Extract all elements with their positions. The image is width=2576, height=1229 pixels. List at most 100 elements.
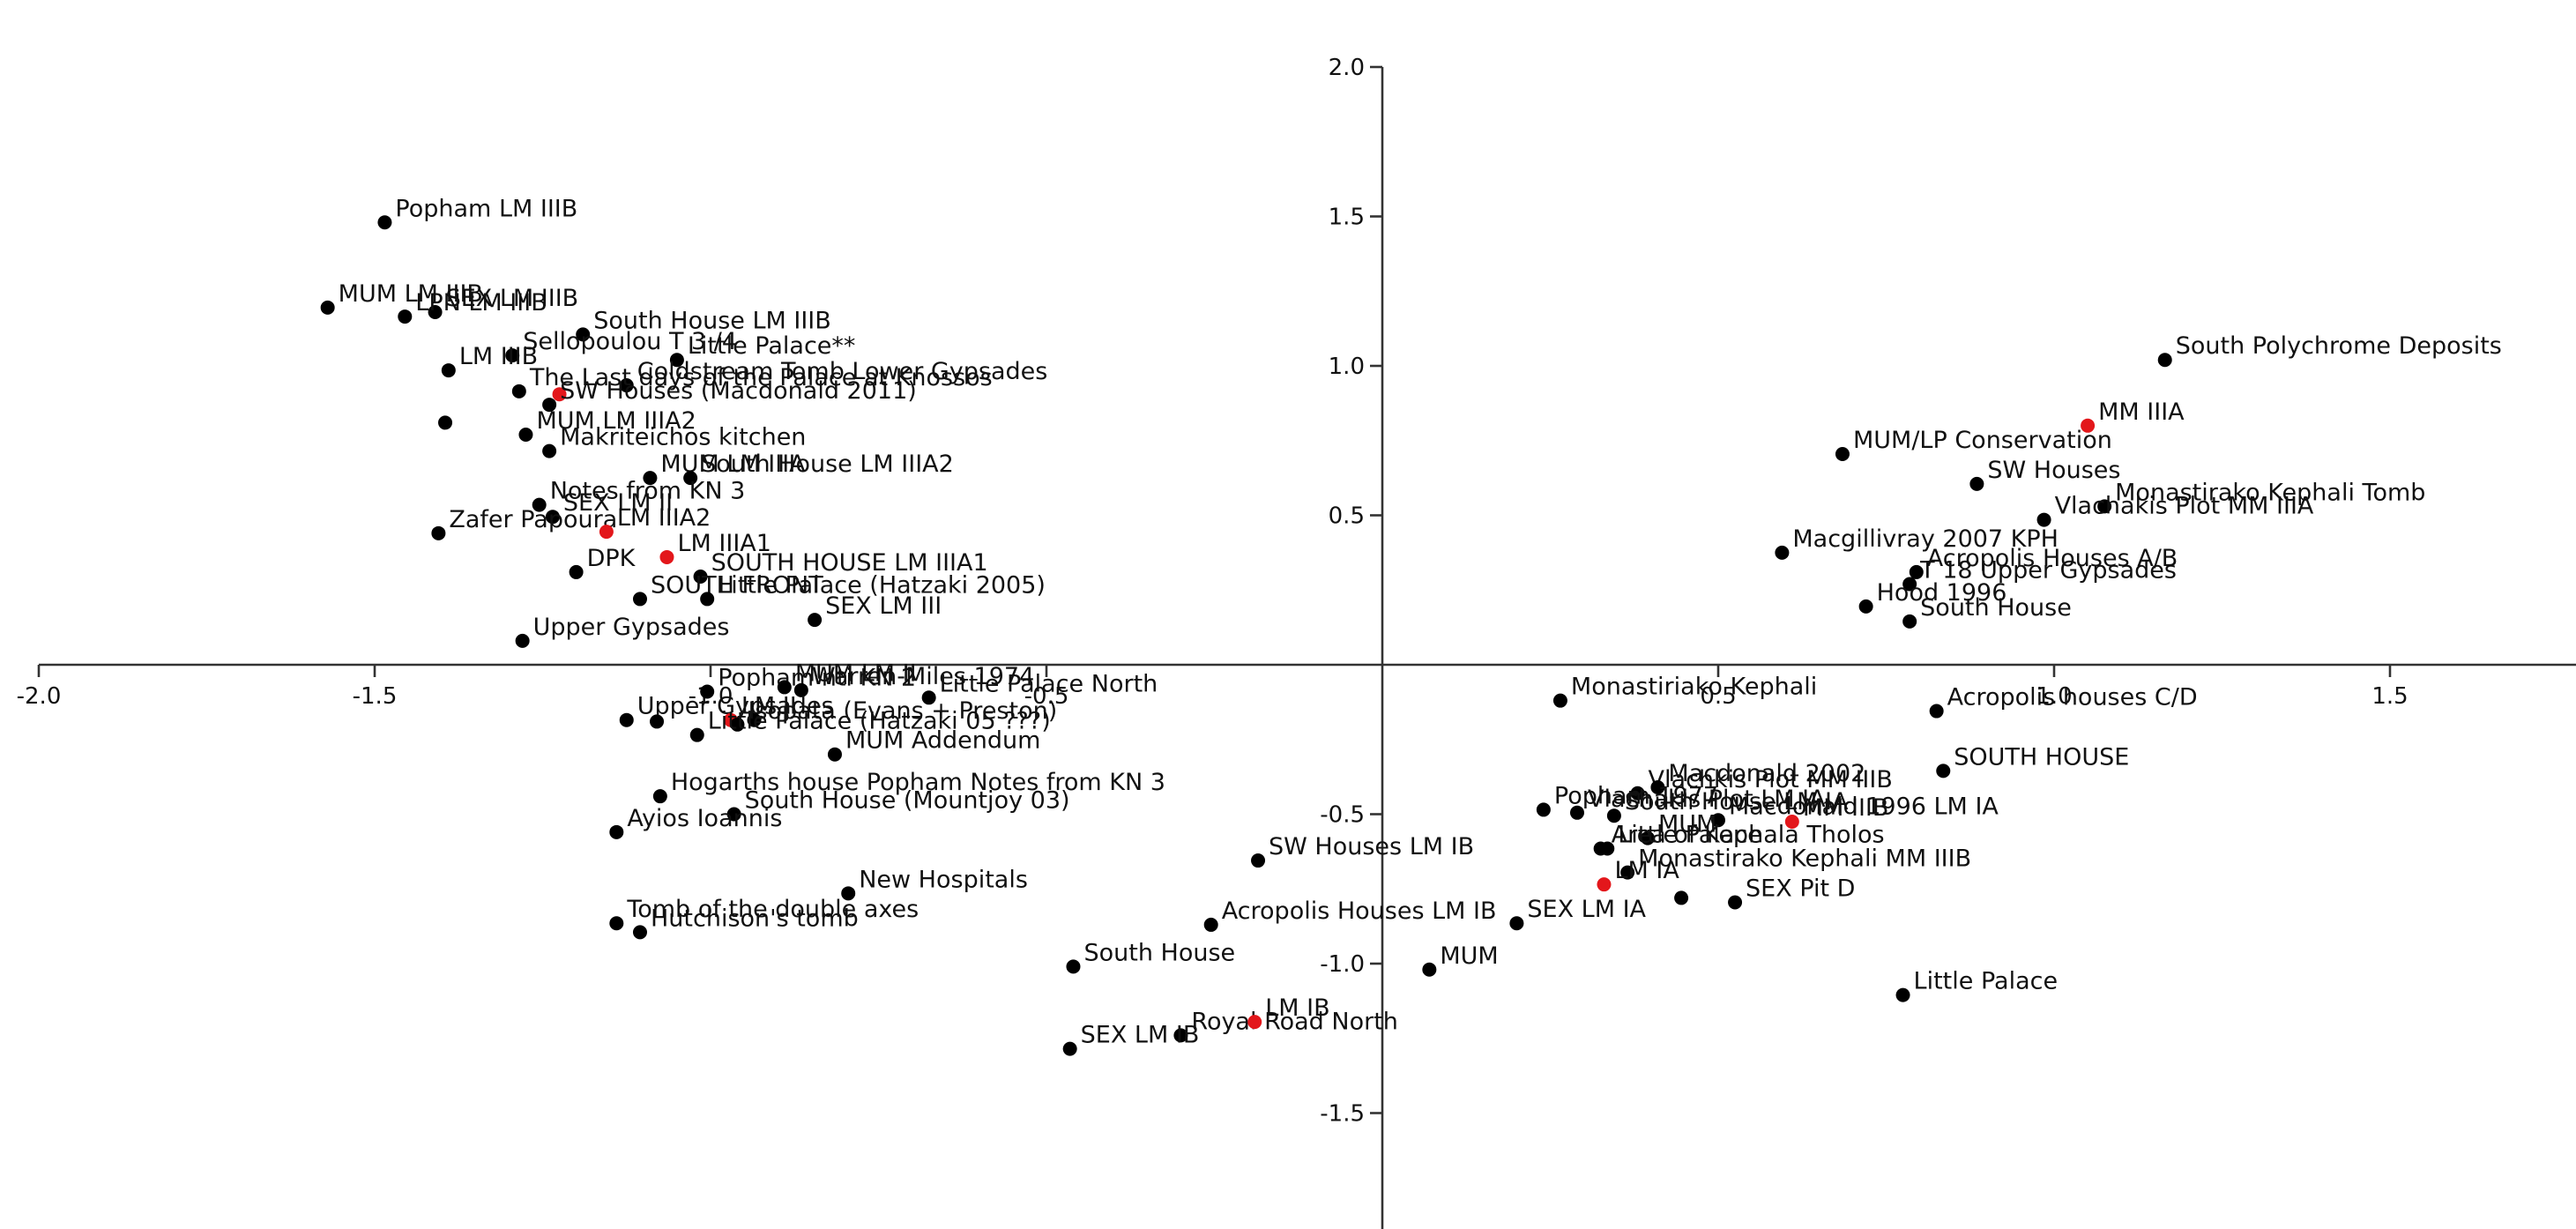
point-label: South House LM IIIB (593, 307, 831, 334)
data-point (542, 443, 557, 458)
data-point (1969, 476, 1984, 491)
point-label: LM IIIA1 (677, 530, 771, 557)
x-tick-label: 1.0 (2036, 683, 2072, 710)
point-label: Little Palace (1914, 968, 2059, 995)
data-point (1620, 865, 1635, 880)
data-point (747, 712, 762, 727)
data-point (1711, 813, 1725, 828)
data-point (921, 690, 936, 705)
point-label: South House LM IA (1625, 788, 1849, 816)
data-point (1173, 1028, 1188, 1043)
data-point (1536, 802, 1551, 817)
point-label: MUM LM IIIA2 (536, 407, 696, 435)
y-tick-label: -1.5 (1320, 1101, 1365, 1128)
data-point (700, 684, 715, 699)
data-point (808, 613, 823, 628)
point-label: Macdonald 1996 LM IA (1729, 793, 1999, 820)
point-label: MUM LM IIIA (660, 451, 806, 478)
data-point (669, 353, 684, 368)
point-label: Popham LM IIIB (395, 195, 577, 222)
point-label: Hutchison's tomb (651, 905, 859, 932)
data-point (1593, 841, 1608, 856)
data-point-highlight (1784, 814, 1799, 829)
data-point (505, 348, 520, 363)
point-label: LM IA (1614, 857, 1679, 884)
x-tick-label: 1.5 (2371, 683, 2408, 710)
data-point (1422, 962, 1437, 977)
point-label: LM IB (1265, 994, 1329, 1022)
point-label: Popham 1977 (1554, 782, 1718, 809)
point-label: MUM LM IIIB (339, 280, 483, 308)
data-point (1251, 853, 1266, 868)
y-tick-label: 1.0 (1329, 354, 1365, 380)
data-point (438, 415, 453, 430)
point-label: SEX Pit D (1746, 875, 1855, 903)
point-label: MUM (1658, 811, 1716, 838)
data-point (511, 384, 526, 398)
data-point (1895, 987, 1910, 1002)
point-label: SEX LM IA (1527, 896, 1646, 923)
point-label: Little Palace (Hatzaki 2005) (718, 571, 1046, 599)
data-point-highlight (599, 525, 614, 540)
data-point (398, 309, 413, 324)
data-point (793, 682, 808, 697)
axes (39, 67, 2576, 1229)
point-label: SW Houses LM IB (1269, 833, 1474, 860)
point-label: Monastirako Kephali MM IIIB (1638, 845, 1971, 873)
data-point (1728, 895, 1743, 910)
data-point (841, 886, 856, 901)
point-label: Coldstream Tomb Lower Gypsades (637, 358, 1048, 385)
data-point (1630, 786, 1645, 801)
point-label: Monastiriako Kephali (1571, 674, 1817, 701)
point-label: MUM Addendum (845, 727, 1040, 755)
data-point (1902, 577, 1917, 592)
data-point (320, 300, 335, 315)
point-label: Little Palace (Hatzaki 05 ???) (708, 708, 1051, 735)
data-point (652, 789, 667, 804)
data-point (726, 807, 741, 822)
point-label: Area of Kephala Tholos (1612, 821, 1885, 848)
point-label: Acropolis Houses A/B (1927, 545, 2178, 572)
data-point (693, 569, 708, 584)
point-label: The Last days of the Palace at Knossos (529, 364, 993, 391)
data-point (532, 497, 547, 512)
data-point (431, 525, 446, 540)
data-point (428, 304, 443, 319)
point-label: SEX LM III (825, 592, 942, 620)
data-point (619, 378, 634, 393)
x-tick-label: -0.5 (1024, 683, 1069, 710)
x-tick-label: -1.5 (353, 683, 398, 710)
data-point (650, 714, 665, 729)
point-label: Upper Gypsades (533, 614, 730, 641)
data-point (619, 712, 634, 727)
data-point (576, 327, 591, 342)
data-point (1066, 959, 1081, 974)
point-label: Makriteichos kitchen (560, 424, 806, 451)
data-point (609, 824, 624, 839)
point-label: South House (1920, 594, 2072, 622)
point-label: Royal Road North (1191, 1008, 1398, 1035)
point-label: SW Houses (1987, 457, 2120, 484)
data-point (700, 592, 715, 607)
point-label: Little Palace North (940, 670, 1158, 697)
point-label: SEX LM IB (1081, 1022, 1200, 1049)
point-label: Popham nti KN 2 (718, 665, 916, 692)
point-label: SOUTH FRONT (651, 571, 823, 599)
point-label: Acropolis Houses LM IB (1222, 898, 1497, 925)
point-label: South House (Mountjoy 03) (745, 787, 1070, 815)
point-label: Macgillivray 2007 KPH (1792, 525, 2059, 553)
point-label: MUM/LP Conservation (1853, 427, 2112, 454)
point-label: Little Palace** (688, 332, 856, 360)
data-point (1606, 808, 1621, 823)
data-point (1552, 693, 1567, 708)
y-tick-label: -0.5 (1320, 802, 1365, 829)
data-point (1650, 779, 1665, 794)
point-label: MUM LM II (795, 659, 917, 687)
x-tick-label: 0.5 (1700, 683, 1736, 710)
point-label: DPK (587, 545, 637, 572)
data-point (777, 680, 792, 695)
data-point (1936, 763, 1951, 778)
data-point-highlight (552, 387, 567, 402)
point-label: SEX LM IIIB (446, 285, 579, 312)
